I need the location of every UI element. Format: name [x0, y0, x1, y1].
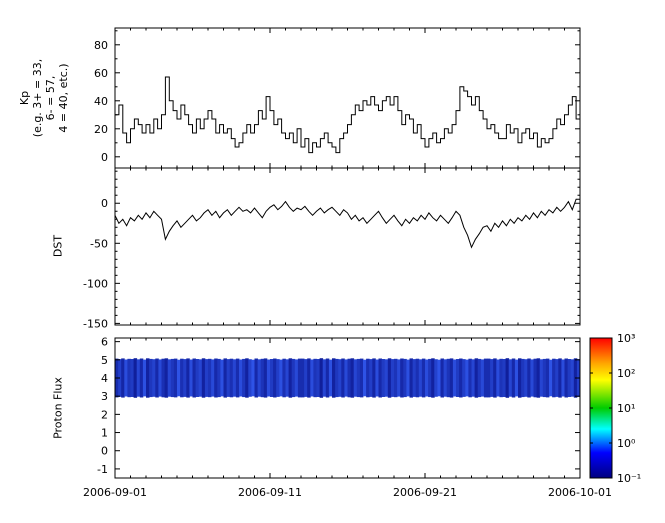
proton-flux-y-axis-label: Proton Flux	[51, 377, 65, 439]
proton_flux-ytick-label: 1	[101, 427, 108, 440]
proton-spectrogram	[115, 358, 581, 398]
kp-line	[115, 76, 580, 154]
dst-ytick-label: 0	[101, 197, 108, 210]
proton_flux-ytick-label: -1	[97, 463, 108, 476]
kp-axes-box	[114, 27, 581, 169]
kp-label-line-4: 4 = 40, etc.)	[57, 63, 70, 133]
proton_flux-ytick-label: 3	[101, 390, 108, 403]
kp-label-line-1: Kp	[18, 90, 31, 106]
proton_flux-ytick-label: 6	[101, 336, 108, 349]
dst-ytick-label: -150	[83, 317, 108, 330]
kp-ytick-label: 0	[101, 151, 108, 164]
proton_flux-ytick-label: 0	[101, 445, 108, 458]
kp-ytick-label: 60	[94, 67, 108, 80]
kp-ytick-label: 20	[94, 123, 108, 136]
x-tick-label: 2006-09-11	[238, 486, 302, 499]
dst-ytick-label: -100	[83, 277, 108, 290]
colorbar-tick-label: 10⁰	[617, 437, 636, 450]
x-tick-label: 2006-09-01	[83, 486, 147, 499]
x-tick-label: 2006-09-21	[393, 486, 457, 499]
kp-ytick-label: 80	[94, 39, 108, 52]
x-tick-label: 2006-10-01	[548, 486, 612, 499]
kp-label-line-3: 6- = 57,	[44, 75, 57, 121]
kp-y-axis-label: Kp (e.g. 3+ = 33, 6- = 57, 4 = 40, etc.)	[18, 59, 70, 137]
colorbar-tick-label: 10⁻¹	[617, 472, 641, 485]
proton_flux-ytick-label: 5	[101, 354, 108, 367]
kp-ytick-label: 40	[94, 95, 108, 108]
proton_flux-ytick-label: 4	[101, 372, 108, 385]
dst-y-axis-label: DST	[51, 234, 65, 258]
proton_flux-ytick-label: 2	[101, 408, 108, 421]
dst-ytick-label: -50	[90, 237, 108, 250]
colorbar-tick-label: 10¹	[617, 402, 635, 415]
dst-axes-box	[114, 167, 581, 326]
kp-label-line-2: (e.g. 3+ = 33,	[31, 58, 44, 138]
colorbar-tick-label: 10²	[617, 367, 635, 380]
colorbar	[590, 338, 612, 478]
colorbar-tick-label: 10³	[617, 332, 635, 345]
dst-line	[114, 198, 580, 249]
